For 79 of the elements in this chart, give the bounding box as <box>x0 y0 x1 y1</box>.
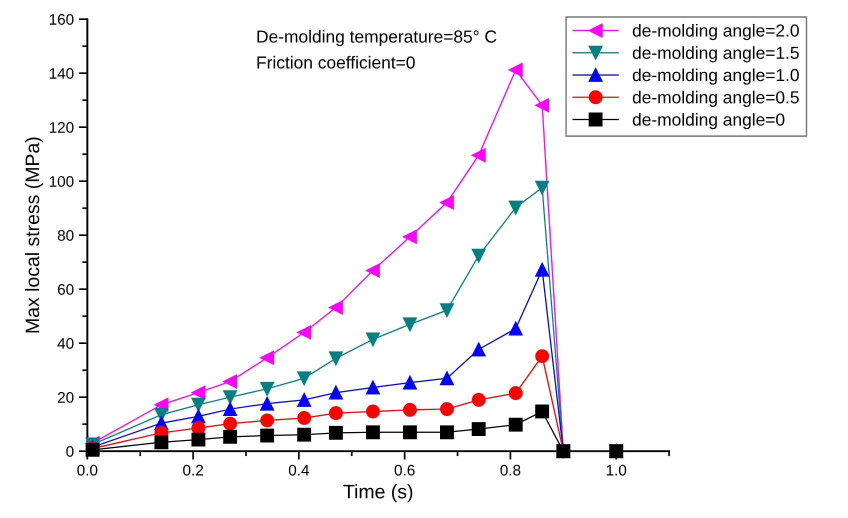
x-tick-label: 0.8 <box>500 464 520 476</box>
point <box>366 332 380 346</box>
point <box>508 62 523 77</box>
point <box>191 432 206 447</box>
legend-label: de-molding angle=0 <box>632 112 784 130</box>
point <box>440 425 454 440</box>
point <box>191 421 206 435</box>
x-axis-title: Time (s) <box>343 484 412 502</box>
legend-label: de-molding angle=0.5 <box>632 90 799 107</box>
point <box>535 180 550 195</box>
annotation: Friction coefficient=0 <box>257 56 415 69</box>
point <box>508 322 523 336</box>
point <box>297 428 312 442</box>
point <box>366 425 380 440</box>
point <box>328 386 343 400</box>
point <box>472 422 486 436</box>
y-tick-label: 140 <box>50 68 74 79</box>
point <box>328 351 343 366</box>
legend-label: de-molding angle=2.0 <box>632 24 799 40</box>
point <box>472 342 486 356</box>
point <box>440 402 454 416</box>
x-tick-label: 0.0 <box>77 464 98 476</box>
annotation: De-molding temperature=85° C <box>257 30 496 46</box>
point <box>472 148 486 162</box>
point <box>223 402 238 416</box>
point <box>535 349 550 364</box>
point <box>297 371 312 386</box>
point <box>223 374 238 388</box>
point <box>297 325 312 340</box>
point <box>402 425 417 440</box>
point <box>223 416 238 431</box>
y-axis-title: Max local stress (MPa) <box>24 138 44 332</box>
point <box>260 428 274 442</box>
point <box>223 430 238 444</box>
point <box>366 404 380 418</box>
point <box>154 435 168 450</box>
point <box>535 404 550 418</box>
y-tick-label: 160 <box>50 14 74 25</box>
point <box>402 402 417 417</box>
point <box>402 376 417 390</box>
point <box>535 98 550 112</box>
point <box>328 426 343 440</box>
point <box>366 380 380 394</box>
y-tick-label: 80 <box>58 230 74 241</box>
legend-label: de-molding angle=1.0 <box>632 68 799 85</box>
x-tick-label: 0.6 <box>394 464 415 476</box>
point <box>472 392 486 407</box>
point <box>260 396 274 411</box>
point <box>535 262 550 277</box>
x-tick-label: 1.0 <box>606 464 626 476</box>
y-tick-label: 100 <box>50 176 74 187</box>
point <box>508 386 523 400</box>
point <box>260 413 274 428</box>
x-tick-label: 0.4 <box>288 464 310 476</box>
y-tick-label: 40 <box>58 338 74 349</box>
legend-label: de-molding angle=1.5 <box>632 46 799 62</box>
point <box>328 406 343 420</box>
point <box>223 390 238 404</box>
point <box>440 303 454 318</box>
y-tick-label: 0 <box>66 446 74 457</box>
point <box>260 382 274 396</box>
point <box>297 392 312 407</box>
x-tick-label: 0.2 <box>183 464 203 476</box>
point <box>260 350 274 365</box>
point <box>440 371 454 386</box>
point <box>472 248 486 263</box>
point <box>402 317 417 332</box>
point <box>297 411 312 425</box>
point <box>440 196 454 210</box>
point <box>402 230 417 244</box>
point <box>508 200 523 215</box>
point <box>508 418 523 432</box>
y-tick-label: 20 <box>58 392 74 403</box>
point <box>191 398 206 412</box>
point <box>328 300 343 314</box>
y-tick-label: 60 <box>58 284 74 295</box>
y-tick-label: 120 <box>50 122 74 133</box>
point <box>366 264 380 278</box>
point <box>191 386 206 400</box>
